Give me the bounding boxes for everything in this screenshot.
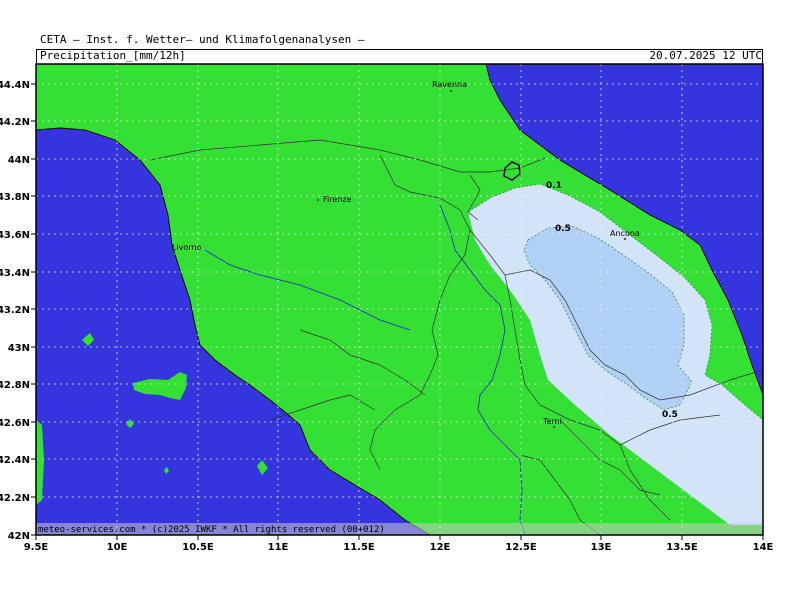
city-ancona: Ancona: [610, 229, 640, 238]
city-firenze: Firenze: [323, 195, 352, 204]
lon-label-10e: 10E: [107, 542, 128, 553]
credit-text: meteo-services.com * (c)2025 IWKF * All …: [38, 525, 385, 535]
contour-label-a: 0.1: [546, 181, 562, 191]
lon-label-12e: 12E: [430, 542, 451, 553]
lat-label-43n: 43N: [8, 343, 30, 354]
land-area: [36, 64, 763, 535]
valid-datetime: 20.07.2025 12 UTC: [649, 49, 762, 62]
lon-label-12-5e: 12.5E: [505, 542, 537, 553]
lat-label-42-8n: 42.8N: [0, 380, 30, 391]
lat-label-44-4n: 44.4N: [0, 80, 30, 91]
city-terni: Terni: [542, 417, 562, 426]
lat-label-43-2n: 43.2N: [0, 305, 30, 316]
lon-label-11-5e: 11.5E: [343, 542, 375, 553]
lon-label-10-5e: 10.5E: [182, 542, 214, 553]
lat-label-43-8n: 43.8N: [0, 192, 30, 203]
city-ravenna: Ravenna: [432, 80, 467, 89]
city-markers: [172, 89, 627, 429]
lon-label-13e: 13E: [591, 542, 612, 553]
lon-label-13-5e: 13.5E: [666, 542, 698, 553]
lon-label-11e: 11E: [268, 542, 289, 553]
lat-label-44-2n: 44.2N: [0, 117, 30, 128]
title-bar: [36, 49, 763, 63]
lat-label-43-6n: 43.6N: [0, 230, 30, 241]
lat-label-43-4n: 43.4N: [0, 268, 30, 279]
lat-label-42n: 42N: [8, 531, 30, 542]
region-borders: [149, 139, 763, 535]
city-livorno: Livorno: [172, 243, 202, 252]
axis-ticks: [31, 83, 764, 540]
contour-label-c: 0.5: [662, 410, 678, 420]
lon-label-14e: 14E: [753, 542, 774, 553]
lon-label-9-5e: 9.5E: [24, 542, 49, 553]
lat-label-42-4n: 42.4N: [0, 455, 30, 466]
map-frame: [35, 63, 764, 536]
rivers: [204, 204, 526, 535]
island-gorgona: [82, 333, 94, 346]
coastline-west: [36, 127, 431, 535]
island-corsica-edge: [36, 420, 44, 505]
contour-line-01: [467, 183, 763, 421]
lat-label-44n: 44N: [8, 155, 30, 166]
island-pianosa: [126, 419, 134, 428]
island-giglio: [257, 460, 268, 475]
coastline: [485, 64, 763, 396]
lat-label-42-6n: 42.6N: [0, 418, 30, 429]
institute-line: CETA — Inst. f. Wetter— und Klimafolgena…: [40, 33, 365, 46]
island-elba: [133, 372, 187, 400]
san-marino-outline: [503, 161, 521, 181]
contour-label-b: 0.5: [555, 224, 571, 234]
graticule: [36, 64, 763, 535]
island-montecristo: [164, 467, 169, 474]
map-title: Precipitation_[mm/12h]: [40, 49, 186, 62]
lat-label-42-2n: 42.2N: [0, 493, 30, 504]
credit-strip: [36, 523, 763, 535]
